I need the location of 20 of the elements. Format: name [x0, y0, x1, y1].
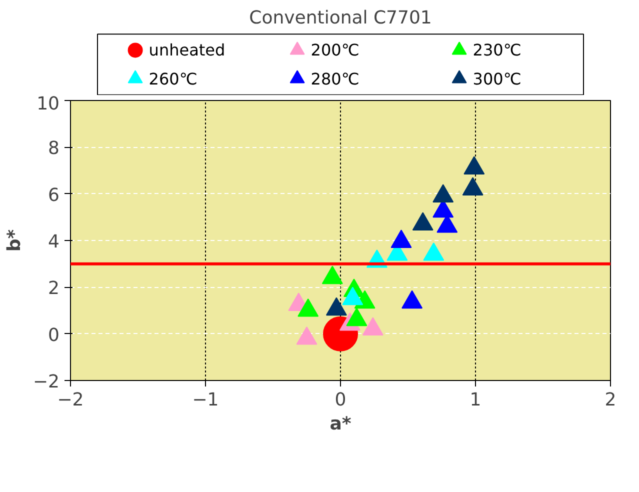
y-tick-label: 10: [36, 94, 60, 114]
chart-title: Conventional C7701: [249, 8, 432, 28]
legend-label: 280℃: [310, 69, 360, 88]
x-tick-label: 1: [470, 390, 482, 410]
x-tick-label: 0: [334, 390, 346, 410]
y-tick-label: 6: [48, 184, 60, 206]
y-tick-label: 0: [48, 324, 60, 346]
y-tick-label: 2: [48, 278, 60, 300]
y-tick-label: −2: [32, 372, 60, 392]
y-tick-label: 8: [48, 138, 60, 160]
legend-label: 200℃: [310, 40, 360, 60]
x-tick-label: −1: [192, 390, 219, 410]
legend-label: 300℃: [472, 69, 522, 88]
legend-label: 230℃: [472, 40, 522, 60]
y-axis-title: b*: [4, 228, 25, 252]
x-axis-title: a*: [330, 414, 352, 434]
legend-label: unheated: [148, 40, 226, 60]
y-tick-label: 4: [48, 232, 60, 252]
x-tick-label: 2: [604, 390, 616, 410]
legend-label: 260℃: [148, 69, 198, 88]
